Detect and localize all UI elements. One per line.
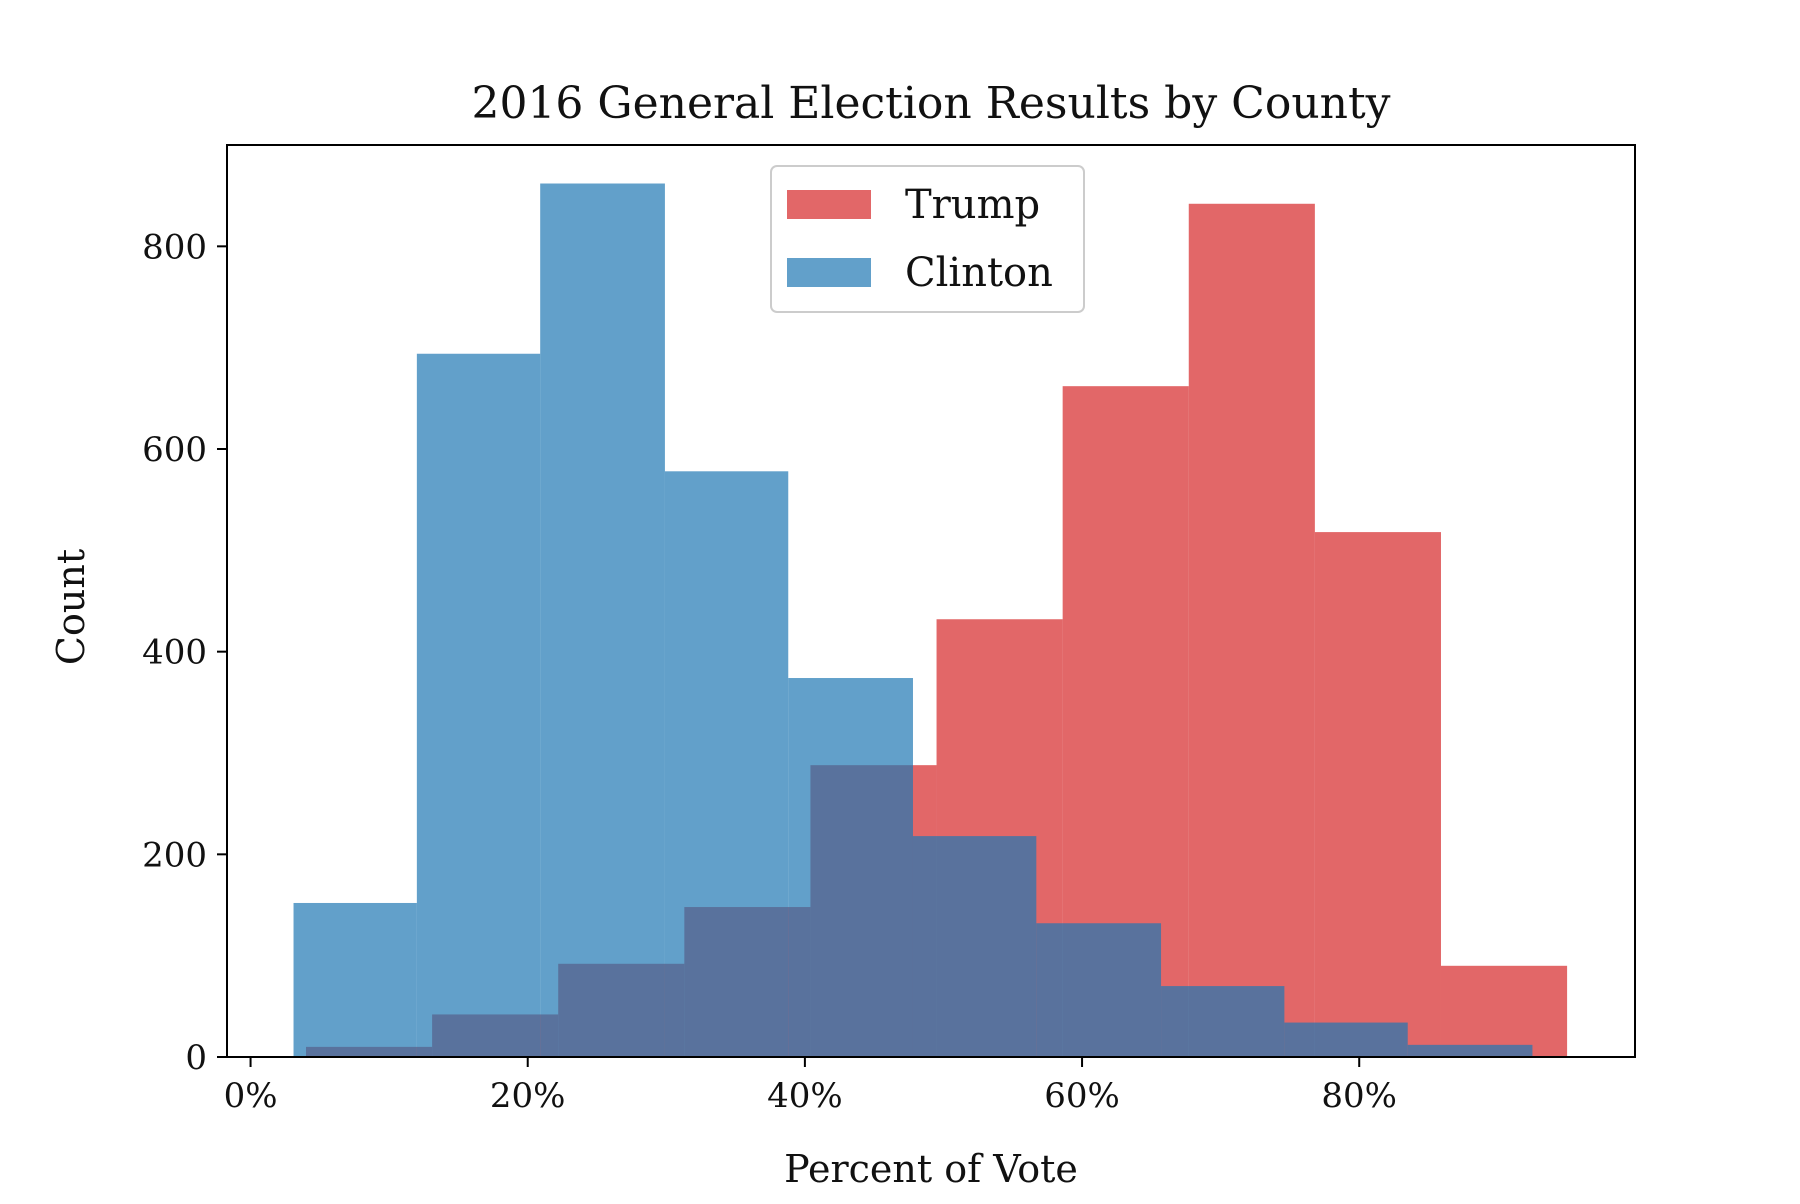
clinton-bar-1 <box>293 902 417 1057</box>
legend: Trump Clinton <box>770 165 1085 313</box>
legend-label-clinton: Clinton <box>905 250 1053 296</box>
clinton-bar-8 <box>1161 986 1285 1057</box>
clinton-bar-2 <box>416 353 541 1057</box>
trump-bar-10 <box>1440 965 1568 1057</box>
clinton-bar-5 <box>788 678 913 1057</box>
y-tick-label: 400 <box>142 633 207 673</box>
x-axis-label: Percent of Vote <box>784 1147 1078 1191</box>
clinton-bar-7 <box>1036 923 1162 1057</box>
y-tick-label: 800 <box>142 227 207 267</box>
legend-label-trump: Trump <box>905 182 1040 228</box>
clinton-bar-4 <box>664 471 789 1057</box>
trump-bar-8 <box>1188 203 1315 1058</box>
y-tick-label: 200 <box>142 835 207 875</box>
legend-swatch-trump <box>787 190 871 219</box>
x-tick-label: 60% <box>1044 1076 1120 1116</box>
axes-layer: 0% 20% 40% 60% 80% 0 200 400 600 800 <box>142 144 1636 1116</box>
y-tick-label: 0 <box>185 1038 207 1078</box>
x-tick-label: 0% <box>224 1076 278 1116</box>
y-axis-label: Count <box>49 549 93 665</box>
plot-frame <box>226 144 1636 1058</box>
y-tick-label: 600 <box>142 430 207 470</box>
clinton-bar-3 <box>540 183 665 1058</box>
x-tick-label: 80% <box>1321 1076 1397 1116</box>
x-tick-label: 20% <box>490 1076 566 1116</box>
clinton-bar-10 <box>1407 1044 1533 1057</box>
legend-swatch-clinton <box>787 258 871 287</box>
clinton-bar-9 <box>1284 1022 1408 1057</box>
x-tick-label: 40% <box>767 1076 843 1116</box>
bars-layer <box>293 183 1568 1058</box>
chart-title: 2016 General Election Results by County <box>471 78 1390 129</box>
clinton-bar-6 <box>912 836 1037 1057</box>
trump-bar-9 <box>1314 532 1441 1057</box>
